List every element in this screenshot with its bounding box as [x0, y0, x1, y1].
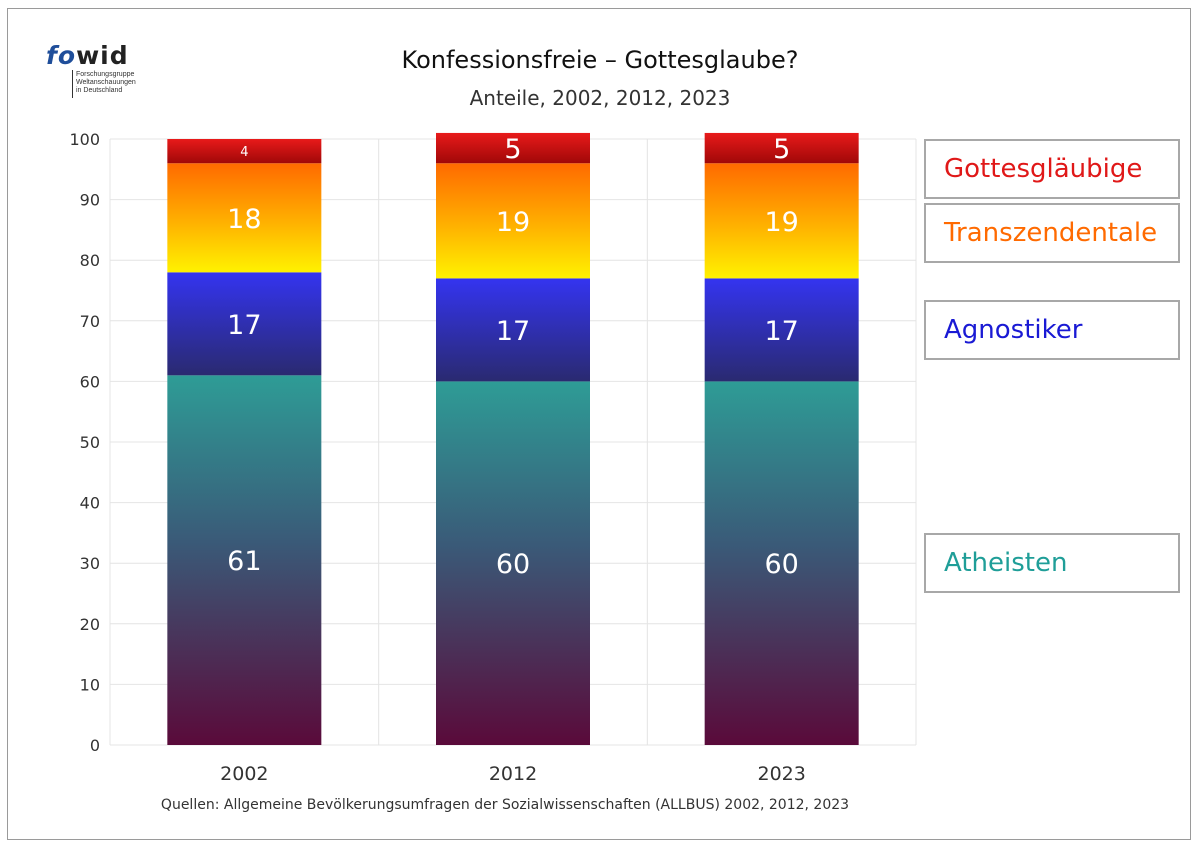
logo-line-2: Weltanschauungen	[76, 79, 136, 86]
logo-wid: wid	[76, 41, 129, 70]
x-tick-label: 2002	[220, 763, 268, 785]
y-tick-label: 20	[80, 615, 100, 634]
legend-item-atheisten: Atheisten	[924, 533, 1180, 594]
data-label: 17	[227, 310, 261, 341]
data-label: 5	[504, 134, 521, 165]
legend-item-agnostiker: Agnostiker	[924, 299, 1180, 360]
legend-item-gottesgläubige: Gottesgläubige	[924, 139, 1180, 199]
y-tick-label: 100	[69, 130, 100, 149]
y-tick-label: 40	[80, 494, 100, 513]
legend-item-transzendentale: Transzendentale	[924, 203, 1180, 263]
chart-frame	[7, 8, 1191, 840]
logo-divider	[72, 70, 73, 98]
bar-segment-atheisten	[436, 381, 590, 745]
bar-segment-transzendentale	[167, 163, 322, 273]
data-label: 18	[227, 204, 261, 235]
data-label: 61	[227, 546, 261, 577]
logo-fo: fo	[46, 41, 77, 70]
data-label: 60	[764, 549, 798, 580]
data-label: 17	[496, 316, 530, 347]
y-tick-label: 90	[80, 191, 100, 210]
data-label: 19	[764, 207, 798, 238]
bar-segment-agnostiker	[704, 278, 859, 382]
bar-segment-agnostiker	[167, 272, 322, 376]
bar-segment-gottesgläubige	[704, 132, 859, 164]
bar-segment-gottesgläubige	[436, 132, 590, 164]
y-tick-label: 60	[80, 372, 100, 391]
data-label: 4	[240, 145, 248, 160]
bar-segment-atheisten	[704, 381, 859, 745]
chart-title: Konfessionsfreie – Gottesglaube?	[401, 46, 799, 74]
bar-segment-transzendentale	[704, 163, 859, 279]
y-tick-label: 30	[80, 554, 100, 573]
data-label: 5	[773, 134, 790, 165]
x-tick-label: 2023	[757, 763, 805, 785]
source-note: Quellen: Allgemeine Bevölkerungsumfragen…	[160, 797, 850, 813]
logo-line-3: in Deutschland	[76, 87, 123, 94]
y-tick-label: 10	[80, 675, 100, 694]
fowid-logo: fowid Forschungsgruppe Weltanschauungen …	[46, 40, 156, 104]
bar-segment-atheisten	[167, 375, 322, 745]
y-tick-label: 70	[80, 312, 100, 331]
y-tick-label: 80	[80, 251, 100, 270]
y-tick-label: 50	[80, 433, 100, 452]
data-label: 17	[764, 316, 798, 347]
bar-segment-agnostiker	[436, 278, 590, 382]
bar-segment-transzendentale	[436, 163, 590, 279]
data-label: 60	[496, 549, 530, 580]
logo-wordmark: fowid	[46, 40, 129, 72]
y-tick-label: 0	[90, 736, 100, 755]
logo-subtitle: Forschungsgruppe Weltanschauungen in Deu…	[76, 71, 136, 95]
x-tick-label: 2012	[489, 763, 537, 785]
data-label: 19	[496, 207, 530, 238]
chart-subtitle: Anteile, 2002, 2012, 2023	[469, 86, 731, 110]
logo-line-1: Forschungsgruppe	[76, 71, 135, 78]
bar-segment-gottesgläubige	[167, 139, 322, 164]
